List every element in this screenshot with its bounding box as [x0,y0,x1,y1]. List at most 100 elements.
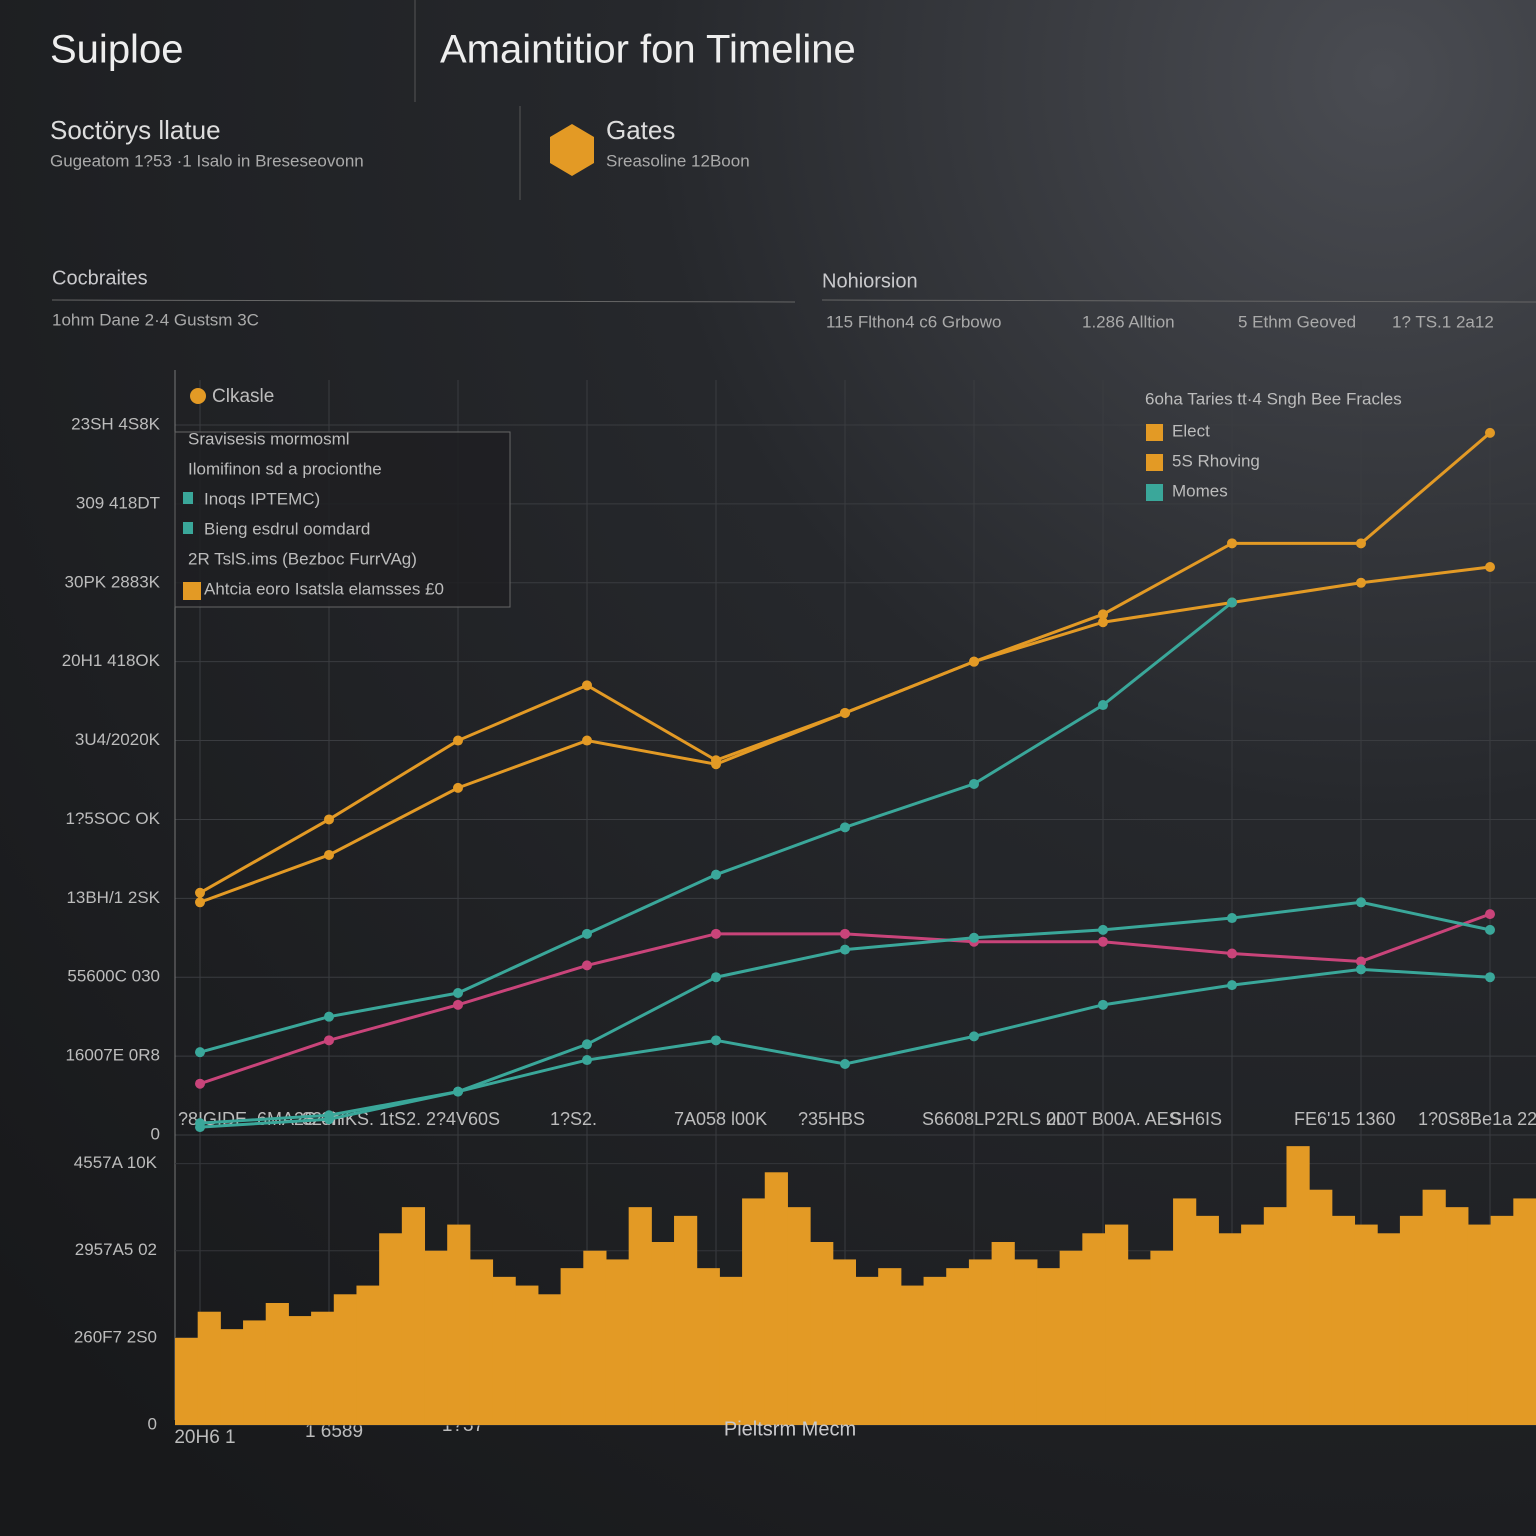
bar [1377,1233,1401,1425]
bar [1263,1207,1287,1425]
data-point [324,1114,334,1125]
data-point [1356,897,1366,908]
top-label: 2?4V60S [426,1109,500,1129]
bar [923,1276,947,1425]
bar [1014,1259,1038,1425]
bar [855,1276,879,1425]
data-point [324,1011,334,1022]
y-tick-label: 13BH/1 2SK [66,888,160,907]
y-tick-label: 309 418DT [76,493,160,512]
bar [946,1268,970,1425]
data-point [1356,964,1366,975]
bar [1490,1215,1514,1425]
plots: 0 16007E 0R8 55600C 030 13BH/1 2SK 1?5SOC OK… [62,370,1536,1448]
bar [1173,1198,1197,1425]
data-point [1098,609,1108,620]
y-tick-label: 260F7 2S0 [74,1327,157,1346]
top-label: S6608LP2RLS 00. [922,1109,1071,1129]
data-point [1227,597,1237,608]
panel-subtitle: Sreasoline 12Boon [606,151,750,170]
data-point [453,999,463,1010]
bar [333,1294,357,1425]
section-item: 115 Flthon4 c6 Grbowo [826,312,1001,331]
bar [356,1285,380,1425]
data-point [1227,948,1237,959]
bar [243,1320,267,1425]
bar [900,1285,925,1425]
data-point [711,1035,721,1046]
panel-subtitle: Gugeatom 1?53 ·1 Isalo in Breseseovonn [50,151,364,170]
section-rule [821,299,1536,303]
x-axis-title: Pieltsrm Mecm [724,1418,856,1440]
bar [696,1268,720,1425]
y-tick-label: 55600C 030 [67,967,160,986]
data-point [195,1047,205,1058]
top-label: 2L0T B00A. AES [1046,1109,1181,1129]
data-point [1098,617,1108,628]
top-label: 1?S2. [550,1109,597,1129]
bar [1467,1224,1492,1425]
bar [605,1259,630,1425]
bar [719,1276,743,1425]
data-point [840,707,850,718]
series-legend-title: 6oha Taries tt·4 Sngh Bee Fracles [1145,389,1402,408]
data-point [453,988,463,998]
section-item: 1.286 Alltion [1082,312,1175,331]
legend-item: Sravisesis mormosml [188,429,350,448]
page-title: Amaintitior fon Timeline [440,28,856,72]
legend-item: Bieng esdrul oomdard [204,519,370,538]
data-point [324,1035,334,1046]
top-label: FE6'15 1360 [1294,1109,1396,1129]
data-point [1485,562,1495,572]
data-point [1356,538,1366,549]
bar [401,1207,426,1425]
bar [1399,1215,1424,1425]
legend-item: Momes [1172,481,1228,500]
data-point [582,680,592,691]
section-title: Nohiorsion [822,270,918,292]
section-item: 5 Ethm Geoved [1238,312,1356,331]
bar [810,1242,834,1425]
data-point [1356,956,1366,967]
bar [492,1276,516,1425]
data-point [969,778,979,789]
bar [1241,1224,1265,1425]
y-tick-label: 0 [148,1414,157,1433]
bar [379,1233,403,1425]
bar [674,1215,698,1425]
bar [991,1242,1015,1425]
bar [1513,1198,1536,1425]
section-item: 1? TS.1 2a12 [1392,312,1494,331]
bar [583,1250,607,1425]
bar [220,1329,244,1425]
data-point [582,1039,592,1050]
app-title: Suiploe [50,28,183,72]
data-point [840,944,850,955]
bar [1082,1233,1106,1425]
top-label: ?35HBS [798,1109,865,1129]
data-point [453,782,463,793]
legend-item: Ahtcia eoro Isatsla elamsses £0 [204,579,444,598]
x-tick-label: 20H6 1 [174,1427,235,1448]
data-point [1485,924,1495,935]
bar [787,1207,811,1425]
bar [878,1268,902,1425]
bar [1150,1250,1174,1425]
data-point [711,928,721,939]
legend-title: Clkasle [212,386,274,407]
data-point [1485,909,1495,920]
bar [1331,1215,1356,1425]
bar [560,1268,584,1425]
bar [469,1259,494,1425]
legend-swatch [183,522,193,534]
bar [288,1316,312,1425]
data-point [1356,577,1366,588]
bar [424,1250,448,1425]
y-tick-label: 23SH 4S8K [71,414,160,433]
legend-swatch [1146,424,1163,441]
legend-box [174,431,511,608]
section-rule [51,299,796,303]
data-point [840,928,850,939]
data-point [1227,913,1237,924]
